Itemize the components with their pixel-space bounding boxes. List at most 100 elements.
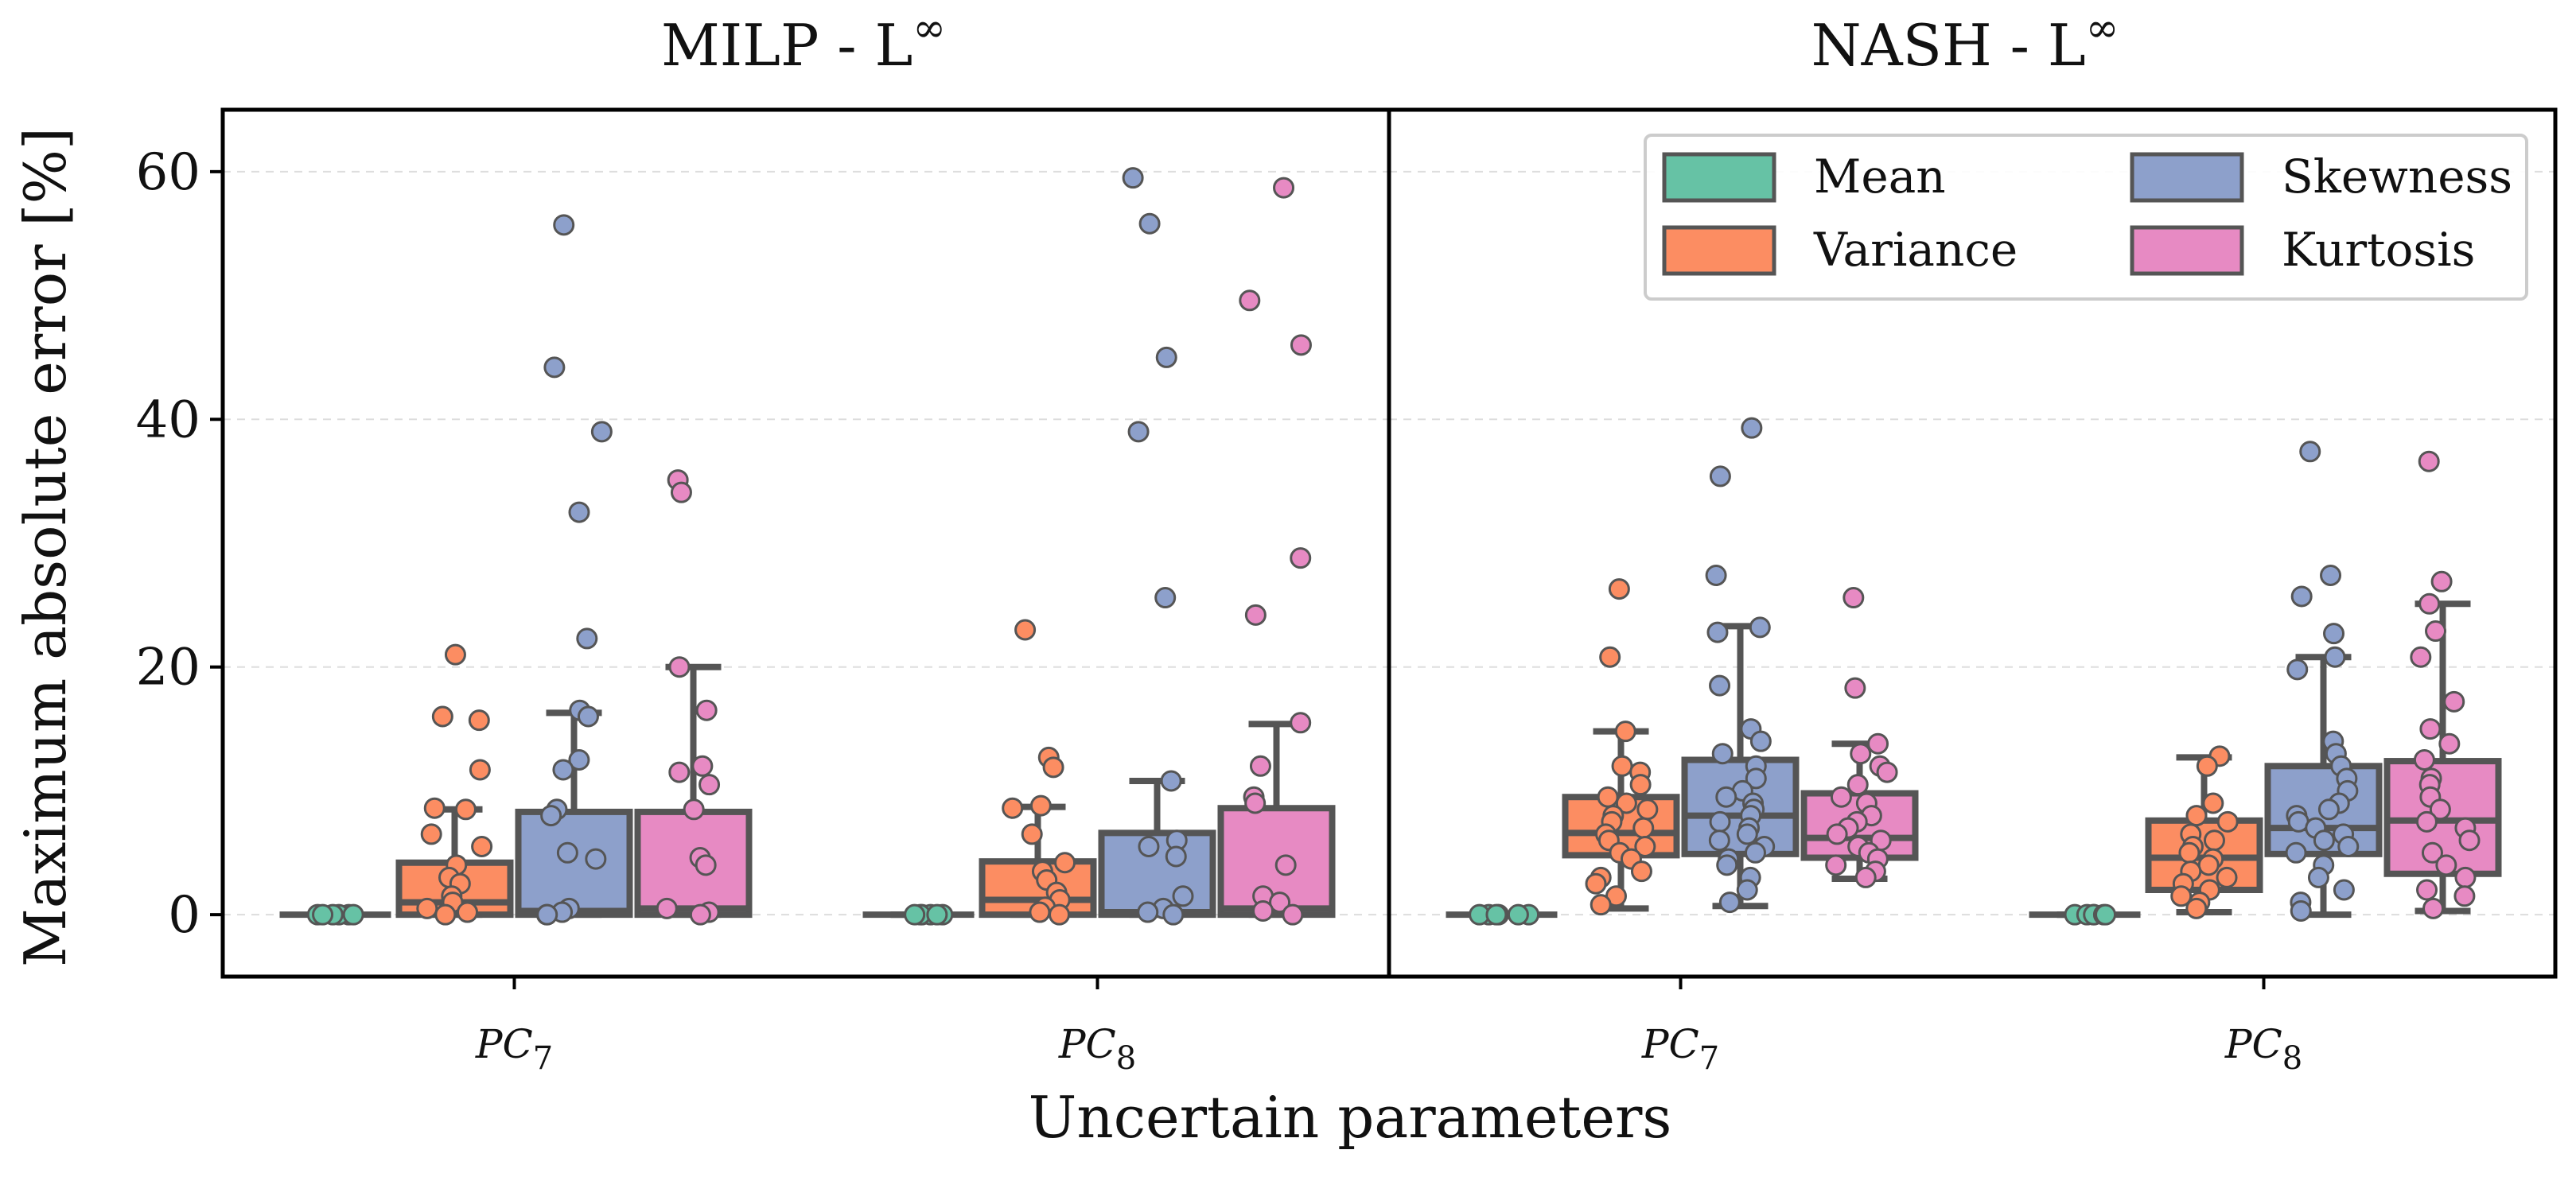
data-point — [1615, 792, 1637, 814]
data-point — [552, 759, 574, 781]
data-point — [312, 903, 334, 926]
data-point — [1244, 604, 1267, 626]
axes-layer: PC7 PC8 PC7 PC8 0 20 40 60 — [136, 107, 2558, 1077]
data-point — [1744, 841, 1766, 864]
data-point — [2095, 903, 2117, 926]
data-point — [577, 705, 599, 728]
point-layer — [306, 167, 2481, 926]
data-point — [2307, 866, 2329, 888]
y-tick-label: 60 — [136, 143, 200, 202]
panel-title-nash-superscript: ∞ — [2086, 5, 2119, 51]
data-point — [1029, 794, 1052, 817]
data-point — [568, 749, 590, 771]
data-point — [2429, 798, 2451, 821]
data-point — [2416, 879, 2438, 901]
box-body — [515, 808, 633, 919]
data-point — [1244, 792, 1267, 814]
data-point — [1630, 860, 1652, 883]
data-point — [2185, 897, 2208, 919]
data-point — [1154, 587, 1177, 609]
data-point — [342, 903, 364, 926]
data-point — [1741, 417, 1763, 439]
data-point — [2418, 450, 2440, 472]
data-point — [2453, 885, 2476, 907]
data-point — [1636, 798, 1659, 821]
data-point — [444, 643, 466, 666]
data-point — [2299, 441, 2321, 463]
data-point — [2290, 585, 2313, 608]
data-point — [431, 705, 453, 728]
data-point — [1269, 891, 1291, 914]
legend: Mean Variance Skewness Kurtosis — [1644, 134, 2528, 301]
data-point — [1611, 755, 1633, 777]
legend-swatch-variance — [1662, 225, 1776, 276]
x-tick-label: PC7 — [1641, 1021, 1719, 1077]
data-point — [2458, 829, 2481, 852]
legend-label-variance: Variance — [1813, 223, 2018, 277]
data-point — [1021, 823, 1043, 845]
data-point — [2430, 570, 2453, 592]
data-point — [670, 481, 692, 503]
y-tick-label: 0 — [168, 886, 200, 945]
data-point — [1711, 743, 1734, 765]
data-point — [1844, 677, 1866, 699]
data-point — [1854, 866, 1877, 888]
data-point — [2418, 592, 2441, 615]
data-point — [1629, 774, 1652, 796]
data-point — [689, 903, 711, 926]
data-point — [1608, 578, 1630, 600]
data-point — [1127, 421, 1150, 443]
data-point — [2435, 854, 2457, 876]
data-point — [1590, 894, 1612, 916]
legend-label-kurtosis: Kurtosis — [2282, 223, 2475, 277]
data-point — [1290, 547, 1312, 569]
data-point — [1709, 465, 1731, 488]
data-point — [1014, 619, 1037, 641]
box-kurtosis — [1217, 721, 1336, 919]
data-point — [1706, 621, 1729, 643]
box-skewness — [515, 709, 633, 919]
data-point — [2454, 866, 2477, 888]
data-point — [1709, 810, 1731, 833]
data-point — [1274, 854, 1297, 876]
data-point — [2438, 732, 2461, 755]
data-point — [1632, 817, 1655, 839]
data-point — [543, 356, 566, 379]
data-point — [1137, 901, 1159, 923]
data-point — [1736, 823, 1758, 845]
data-point — [1282, 903, 1304, 926]
data-point — [1049, 903, 1071, 926]
data-point — [1290, 334, 1312, 356]
data-point — [1705, 564, 1727, 586]
data-point — [1165, 845, 1187, 868]
data-point — [695, 854, 717, 876]
data-point — [2415, 810, 2438, 833]
data-point — [2178, 841, 2200, 864]
data-point — [2290, 899, 2312, 922]
data-point — [1485, 903, 1508, 926]
box-skewness — [1681, 623, 1800, 910]
data-point — [1749, 730, 1772, 752]
data-point — [2324, 646, 2346, 668]
data-point — [1716, 854, 1738, 876]
y-tick-label: 20 — [136, 639, 200, 697]
panel-frame — [1387, 107, 2558, 979]
data-point — [434, 903, 457, 926]
data-point — [1867, 732, 1889, 755]
data-point — [698, 774, 721, 796]
data-point — [1850, 743, 1872, 765]
legend-swatch-skewness — [2130, 152, 2244, 203]
y-tick-label: 40 — [136, 390, 200, 449]
data-point — [1597, 786, 1619, 808]
data-point — [2196, 755, 2218, 777]
data-point — [536, 903, 558, 926]
data-point — [904, 903, 926, 926]
data-point — [568, 501, 590, 523]
data-point — [695, 699, 718, 721]
data-point — [2422, 897, 2445, 919]
data-point — [1745, 767, 1767, 790]
data-point — [2333, 879, 2355, 901]
panel-title-milp-superscript: ∞ — [912, 5, 946, 51]
data-point — [1042, 756, 1064, 779]
data-point — [668, 656, 691, 678]
